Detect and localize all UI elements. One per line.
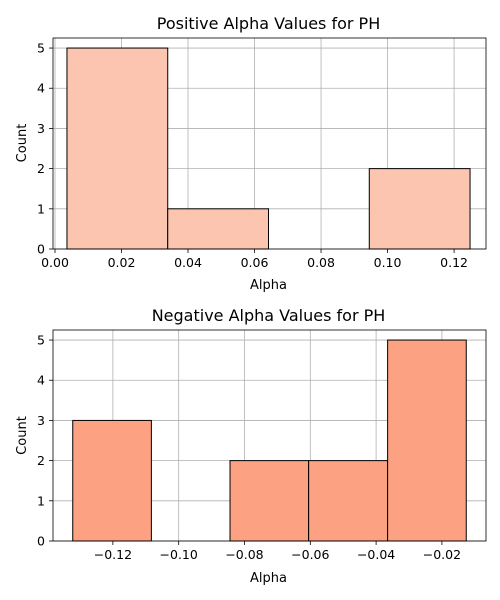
x-tick-label-3: −0.06 (291, 547, 329, 562)
y-tick-label-1: 1 (37, 493, 45, 508)
histogram-bar-0 (72, 419, 152, 542)
y-tick-label-0: 0 (37, 242, 45, 257)
y-tick-label-0: 0 (37, 534, 45, 549)
positive-alpha-histogram: Positive Alpha Values for PH Alpha Count… (15, 14, 487, 293)
chart-title: Negative Alpha Values for PH (152, 306, 386, 325)
x-tick-label-0: −0.12 (94, 547, 132, 562)
y-tick-label-2: 2 (37, 161, 45, 176)
x-tick-label-5: 0.10 (374, 255, 402, 270)
negative-alpha-histogram: Negative Alpha Values for PH Alpha Count… (15, 306, 487, 586)
y-ticks: 0 1 2 3 4 5 (37, 41, 53, 257)
histogram-bar-1 (167, 208, 270, 250)
bars (72, 339, 467, 542)
y-axis-label: Count (15, 416, 30, 455)
x-tick-label-4: 0.08 (307, 255, 335, 270)
x-axis-label: Alpha (250, 571, 287, 586)
histogram-bar-0 (66, 47, 169, 250)
x-tick-label-3: 0.06 (241, 255, 269, 270)
x-tick-label-0: 0.00 (41, 255, 69, 270)
histogram-bar-3 (368, 168, 471, 250)
plot-frame (52, 329, 487, 542)
y-tick-label-5: 5 (37, 333, 45, 348)
y-tick-label-5: 5 (37, 41, 45, 56)
y-axis-label: Count (15, 124, 30, 163)
histogram-bar-4 (387, 339, 467, 542)
x-ticks: 0.00 0.02 0.04 0.06 0.08 0.10 0.12 (41, 249, 468, 270)
plot-frame (52, 37, 487, 250)
histogram-bar-2 (229, 460, 310, 542)
y-tick-label-3: 3 (37, 413, 45, 428)
x-tick-label-1: −0.10 (160, 547, 198, 562)
x-axis-label: Alpha (250, 278, 287, 293)
bars (66, 47, 471, 250)
y-tick-label-2: 2 (37, 453, 45, 468)
y-ticks: 0 1 2 3 4 5 (37, 333, 53, 549)
x-tick-label-6: 0.12 (440, 255, 468, 270)
chart-title: Positive Alpha Values for PH (157, 14, 380, 33)
y-tick-label-3: 3 (37, 121, 45, 136)
x-ticks: −0.12 −0.10 −0.08 −0.06 −0.04 −0.02 (94, 541, 461, 562)
x-tick-label-2: 0.04 (174, 255, 202, 270)
x-tick-label-1: 0.02 (108, 255, 136, 270)
y-tick-label-4: 4 (37, 373, 45, 388)
x-tick-label-2: −0.08 (225, 547, 263, 562)
x-tick-label-4: −0.04 (357, 547, 395, 562)
y-tick-label-1: 1 (37, 201, 45, 216)
x-tick-label-5: −0.02 (423, 547, 461, 562)
y-tick-label-4: 4 (37, 81, 45, 96)
histogram-bar-3 (308, 460, 389, 542)
